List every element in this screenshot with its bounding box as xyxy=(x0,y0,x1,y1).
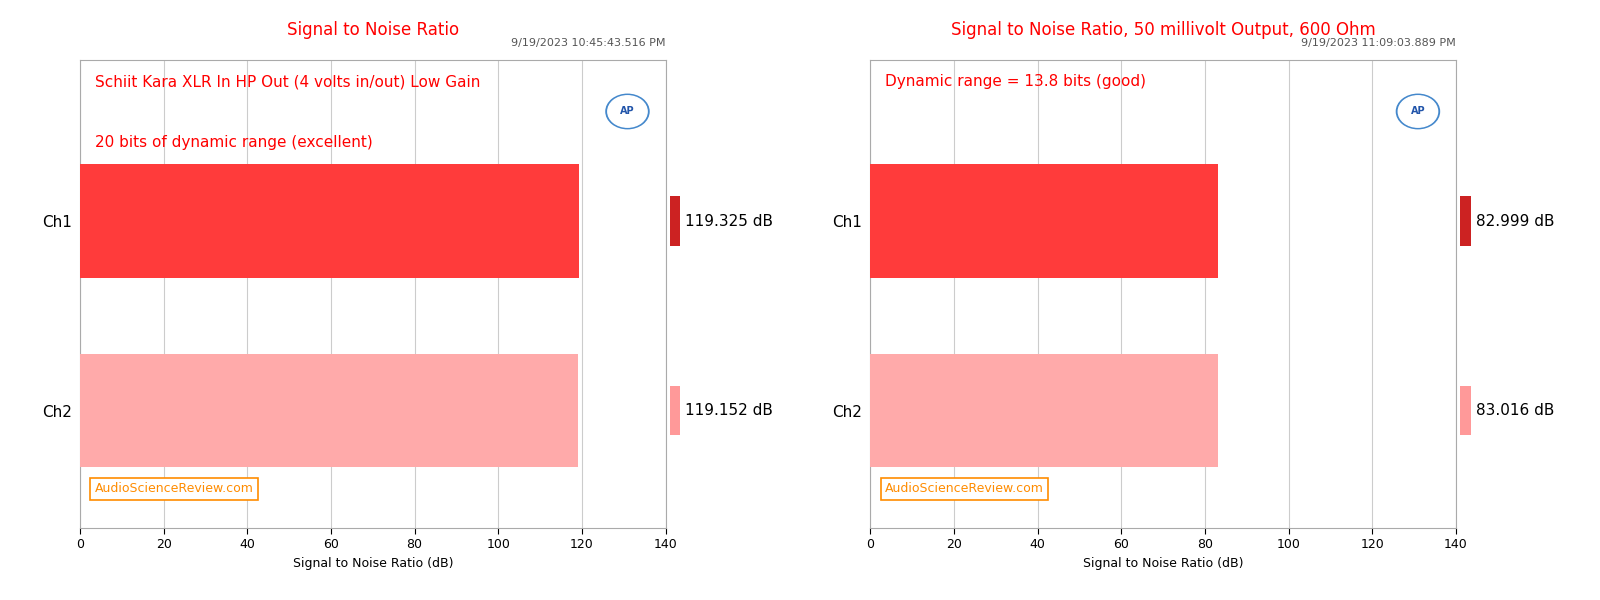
Title: Signal to Noise Ratio, 50 millivolt Output, 600 Ohm: Signal to Noise Ratio, 50 millivolt Outp… xyxy=(950,21,1376,39)
Text: AP: AP xyxy=(621,106,635,116)
Text: AP: AP xyxy=(1411,106,1426,116)
Circle shape xyxy=(606,94,650,129)
Bar xyxy=(80,353,578,467)
Text: AudioScienceReview.com: AudioScienceReview.com xyxy=(94,482,253,495)
Bar xyxy=(1461,196,1470,245)
Bar xyxy=(670,196,680,245)
Circle shape xyxy=(1397,94,1440,129)
Text: 9/19/2023 10:45:43.516 PM: 9/19/2023 10:45:43.516 PM xyxy=(510,38,666,49)
Bar xyxy=(1461,386,1470,435)
Text: 20 bits of dynamic range (excellent): 20 bits of dynamic range (excellent) xyxy=(94,135,373,150)
Bar xyxy=(870,353,1218,467)
Text: 119.152 dB: 119.152 dB xyxy=(685,403,773,418)
Text: 82.999 dB: 82.999 dB xyxy=(1475,214,1555,229)
Title: Signal to Noise Ratio: Signal to Noise Ratio xyxy=(286,21,459,39)
X-axis label: Signal to Noise Ratio (dB): Signal to Noise Ratio (dB) xyxy=(1083,557,1243,570)
Text: AudioScienceReview.com: AudioScienceReview.com xyxy=(885,482,1043,495)
Bar xyxy=(80,164,579,278)
Bar xyxy=(670,386,680,435)
X-axis label: Signal to Noise Ratio (dB): Signal to Noise Ratio (dB) xyxy=(293,557,453,570)
Text: 119.325 dB: 119.325 dB xyxy=(685,214,773,229)
Text: 83.016 dB: 83.016 dB xyxy=(1475,403,1554,418)
Circle shape xyxy=(1398,96,1438,127)
Text: Dynamic range = 13.8 bits (good): Dynamic range = 13.8 bits (good) xyxy=(885,74,1146,89)
Bar xyxy=(870,164,1218,278)
Circle shape xyxy=(608,96,646,127)
Text: Schiit Kara XLR In HP Out (4 volts in/out) Low Gain: Schiit Kara XLR In HP Out (4 volts in/ou… xyxy=(94,74,480,89)
Text: 9/19/2023 11:09:03.889 PM: 9/19/2023 11:09:03.889 PM xyxy=(1301,38,1456,49)
